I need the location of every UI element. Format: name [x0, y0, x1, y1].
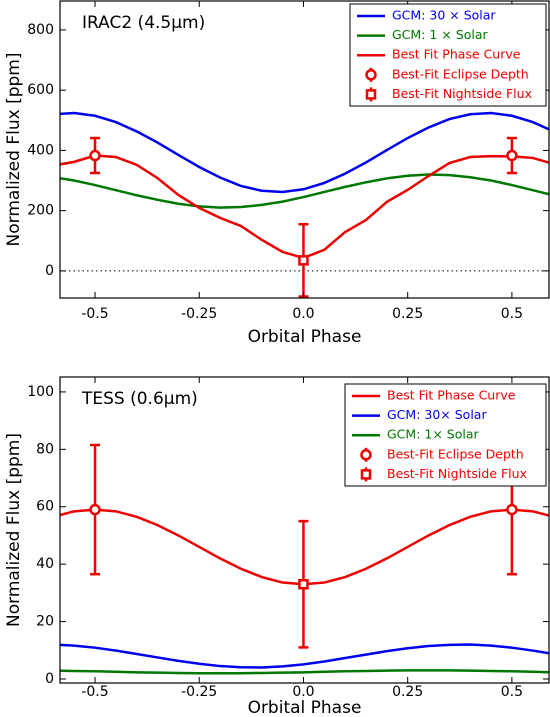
panel: -0.5 -0.25 0.0 0.25 0.5 0 200 400 600 800 IRAC2 (4… [4, 0, 550, 347]
y-tick-label: 100 [27, 384, 54, 400]
x-axis-label: Orbital Phase [248, 698, 362, 717]
annotation: TESS (0.6μm) [81, 389, 198, 409]
legend-label: Best Fit Phase Curve [392, 47, 521, 62]
y-tick-label: 600 [27, 82, 54, 98]
marker [298, 579, 309, 590]
legend-swatch [365, 89, 377, 100]
series-line [60, 669, 549, 675]
x-tick-label: -0.5 [81, 306, 108, 322]
axes-frame [59, 0, 550, 299]
y-tick-label: 800 [27, 22, 54, 38]
legend-label: Best-Fit Eclipse Depth [392, 66, 529, 81]
y-tick-label: 60 [36, 499, 54, 515]
y-tick-label: 0 [45, 671, 54, 687]
marker [506, 149, 518, 162]
y-tick-label: 0 [45, 263, 54, 279]
marker [506, 503, 518, 516]
x-tick-label: -0.5 [81, 684, 108, 700]
panel: -0.5 -0.25 0.0 0.25 0.5 0 20 40 60 80 100 TESS (0.6… [4, 376, 550, 717]
x-tick-label: 0.0 [292, 306, 314, 322]
legend-label: Best-Fit Nightside Flux [387, 466, 527, 481]
series-line [60, 643, 549, 669]
legend-label: GCM: 1× Solar [387, 427, 479, 442]
y-tick-label: 200 [27, 203, 54, 219]
series-line [60, 154, 549, 260]
x-tick-label: 0.0 [292, 684, 314, 700]
x-tick-label: -0.25 [181, 306, 217, 322]
x-tick-label: 0.25 [392, 684, 423, 700]
y-tick-label: 400 [27, 142, 54, 158]
y-axis-label: Normalized Flux [ppm] [4, 53, 24, 247]
y-tick-label: 20 [36, 614, 54, 630]
legend-label: GCM: 30 × Solar [392, 8, 496, 23]
y-axis-label: Normalized Flux [ppm] [4, 433, 24, 627]
legend-swatch [360, 449, 372, 461]
y-tick-label: 40 [36, 556, 54, 572]
y-tick-label: 80 [36, 441, 54, 457]
marker [298, 255, 309, 266]
axes-frame [59, 376, 550, 684]
marker [89, 503, 101, 516]
legend-label: Best Fit Phase Curve [387, 388, 516, 403]
x-tick-label: 0.5 [501, 684, 523, 700]
marker [89, 149, 101, 162]
x-tick-label: 0.5 [501, 306, 523, 322]
series-line [60, 111, 549, 194]
annotation: IRAC2 (4.5μm) [82, 13, 205, 33]
legend-label: Best-Fit Nightside Flux [392, 86, 532, 101]
x-tick-label: 0.25 [392, 306, 423, 322]
legend-label: Best-Fit Eclipse Depth [387, 446, 524, 461]
x-axis-label: Orbital Phase [248, 327, 362, 347]
plot-area [60, 111, 549, 298]
x-tick-label: -0.25 [181, 684, 217, 700]
legend-label: GCM: 30× Solar [387, 407, 487, 422]
legend-swatch [360, 469, 372, 480]
legend-label: GCM: 1 × Solar [392, 27, 488, 42]
legend-swatch [365, 69, 377, 81]
series-line [60, 173, 549, 209]
